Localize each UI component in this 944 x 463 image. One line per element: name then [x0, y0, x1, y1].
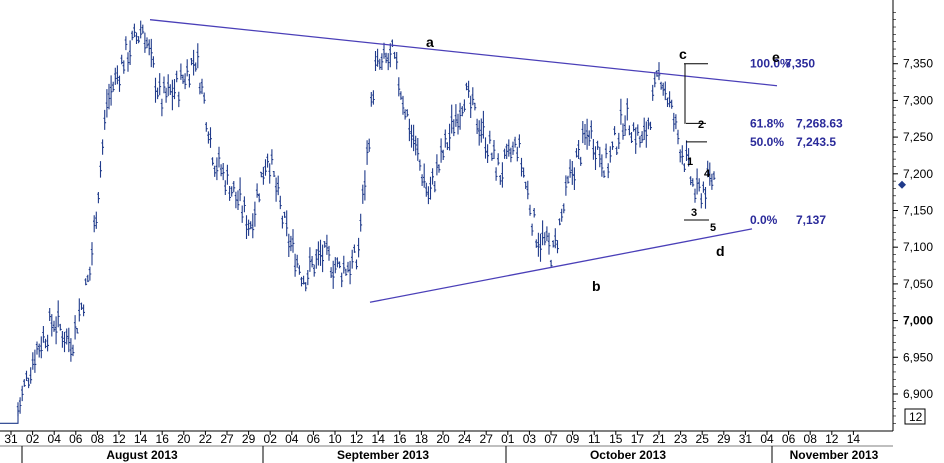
- fib-pct: 61.8%: [750, 116, 784, 130]
- wave-sub-5: 5: [710, 222, 716, 234]
- price-bars: [16, 20, 716, 417]
- x-tick-label: 31: [739, 432, 753, 446]
- x-tick-label: 08: [91, 432, 105, 446]
- y-tick-label: 7,100: [903, 240, 933, 254]
- x-tick-label: 04: [760, 432, 774, 446]
- y-box-label: 12: [909, 410, 923, 424]
- y-tick-label: 7,250: [903, 130, 933, 144]
- fib-levels: 100.0%7,350 61.8% 7,268.63 50.0% 7,243.5 0.0%…: [684, 57, 843, 227]
- x-tick-label: 07: [544, 432, 558, 446]
- trendlines: [149, 19, 778, 303]
- x-tick-label: 10: [328, 432, 342, 446]
- x-tick-label: 09: [566, 432, 580, 446]
- y-tick-label: 6,950: [903, 350, 933, 364]
- x-axis: 31 02 04 06 08 12 14 16 20 22 27 29 02 04 06 10 12 14 16 18…: [0, 430, 893, 463]
- fib-pct: 50.0%: [750, 135, 784, 149]
- y-axis: 6,900 6,950 7,000 7,050 7,100 7,150 7,200 7,250…: [892, 0, 933, 431]
- x-tick-label: 02: [264, 432, 278, 446]
- x-tick-label: 14: [134, 432, 148, 446]
- x-tick-label: 18: [415, 432, 429, 446]
- x-tick-label: 29: [717, 432, 731, 446]
- trendline-lower: [369, 228, 753, 303]
- month-label: September 2013: [337, 448, 429, 462]
- wave-sub-1: 1: [687, 156, 693, 168]
- x-tick-label: 06: [782, 432, 796, 446]
- wave-label-b: b: [592, 278, 601, 294]
- x-tick-label: 01: [501, 432, 515, 446]
- wave-sub-2: 2: [698, 119, 704, 131]
- x-tick-label: 22: [199, 432, 213, 446]
- wave-label-d: d: [716, 243, 725, 259]
- x-tick-label: 06: [307, 432, 321, 446]
- x-tick-label: 03: [523, 432, 537, 446]
- wave-label-e: e: [772, 49, 780, 65]
- x-tick-label: 16: [156, 432, 170, 446]
- fib-value: 7,268.63: [796, 116, 843, 130]
- x-tick-label: 08: [804, 432, 818, 446]
- x-tick-label: 12: [112, 432, 126, 446]
- month-label: November 2013: [790, 448, 879, 462]
- x-tick-label: 11: [588, 432, 601, 446]
- x-tick-label: 27: [480, 432, 494, 446]
- current-value-marker: [898, 180, 906, 189]
- y-tick-label: 7,300: [903, 93, 933, 107]
- x-tick-label: 25: [696, 432, 710, 446]
- x-tick-label: 29: [242, 432, 256, 446]
- x-tick-label: 02: [26, 432, 40, 446]
- fib-value: 7,350: [785, 57, 815, 71]
- wave-label-c: c: [679, 46, 687, 62]
- fib-pct: 100.0%: [750, 57, 791, 71]
- x-tick-label: 12: [350, 432, 364, 446]
- y-box: [904, 408, 926, 425]
- x-tick-label: 04: [48, 432, 62, 446]
- x-tick-label: 06: [69, 432, 83, 446]
- y-tick-label: 7,350: [903, 57, 933, 71]
- y-tick-label: 6,900: [903, 387, 933, 401]
- month-label: October 2013: [590, 448, 666, 462]
- x-tick-label: 17: [631, 432, 645, 446]
- x-tick-label: 20: [436, 432, 450, 446]
- x-tick-label: 15: [609, 432, 623, 446]
- x-tick-label: 20: [177, 432, 191, 446]
- x-tick-label: 24: [458, 432, 472, 446]
- fib-value: 7,243.5: [796, 135, 836, 149]
- x-tick-label: 21: [652, 432, 666, 446]
- y-tick-label: 7,050: [903, 277, 933, 291]
- fib-value: 7,137: [796, 213, 826, 227]
- price-series: [0, 20, 716, 424]
- x-tick-label: 12: [825, 432, 839, 446]
- wave-sub-3: 3: [691, 207, 697, 219]
- wave-sub-4: 4: [704, 168, 711, 180]
- y-tick-label: 7,200: [903, 167, 933, 181]
- wave-label-a: a: [426, 34, 434, 50]
- y-tick-label: 7,150: [903, 203, 933, 217]
- y-tick-label: 7,000: [903, 314, 933, 328]
- x-tick-label: 27: [220, 432, 234, 446]
- wave-labels: a b c d e 1 2 3 4 5: [426, 34, 780, 294]
- x-tick-label: 14: [847, 432, 861, 446]
- price-bars-start: [0, 408, 19, 424]
- trendline-upper: [149, 19, 778, 87]
- x-tick-label: 14: [372, 432, 386, 446]
- fib-pct: 0.0%: [750, 213, 778, 227]
- x-tick-label: 23: [674, 432, 688, 446]
- x-tick-label: 16: [393, 432, 407, 446]
- month-label: August 2013: [106, 448, 178, 462]
- x-tick-label: 31: [4, 432, 18, 446]
- x-tick-label: 04: [285, 432, 299, 446]
